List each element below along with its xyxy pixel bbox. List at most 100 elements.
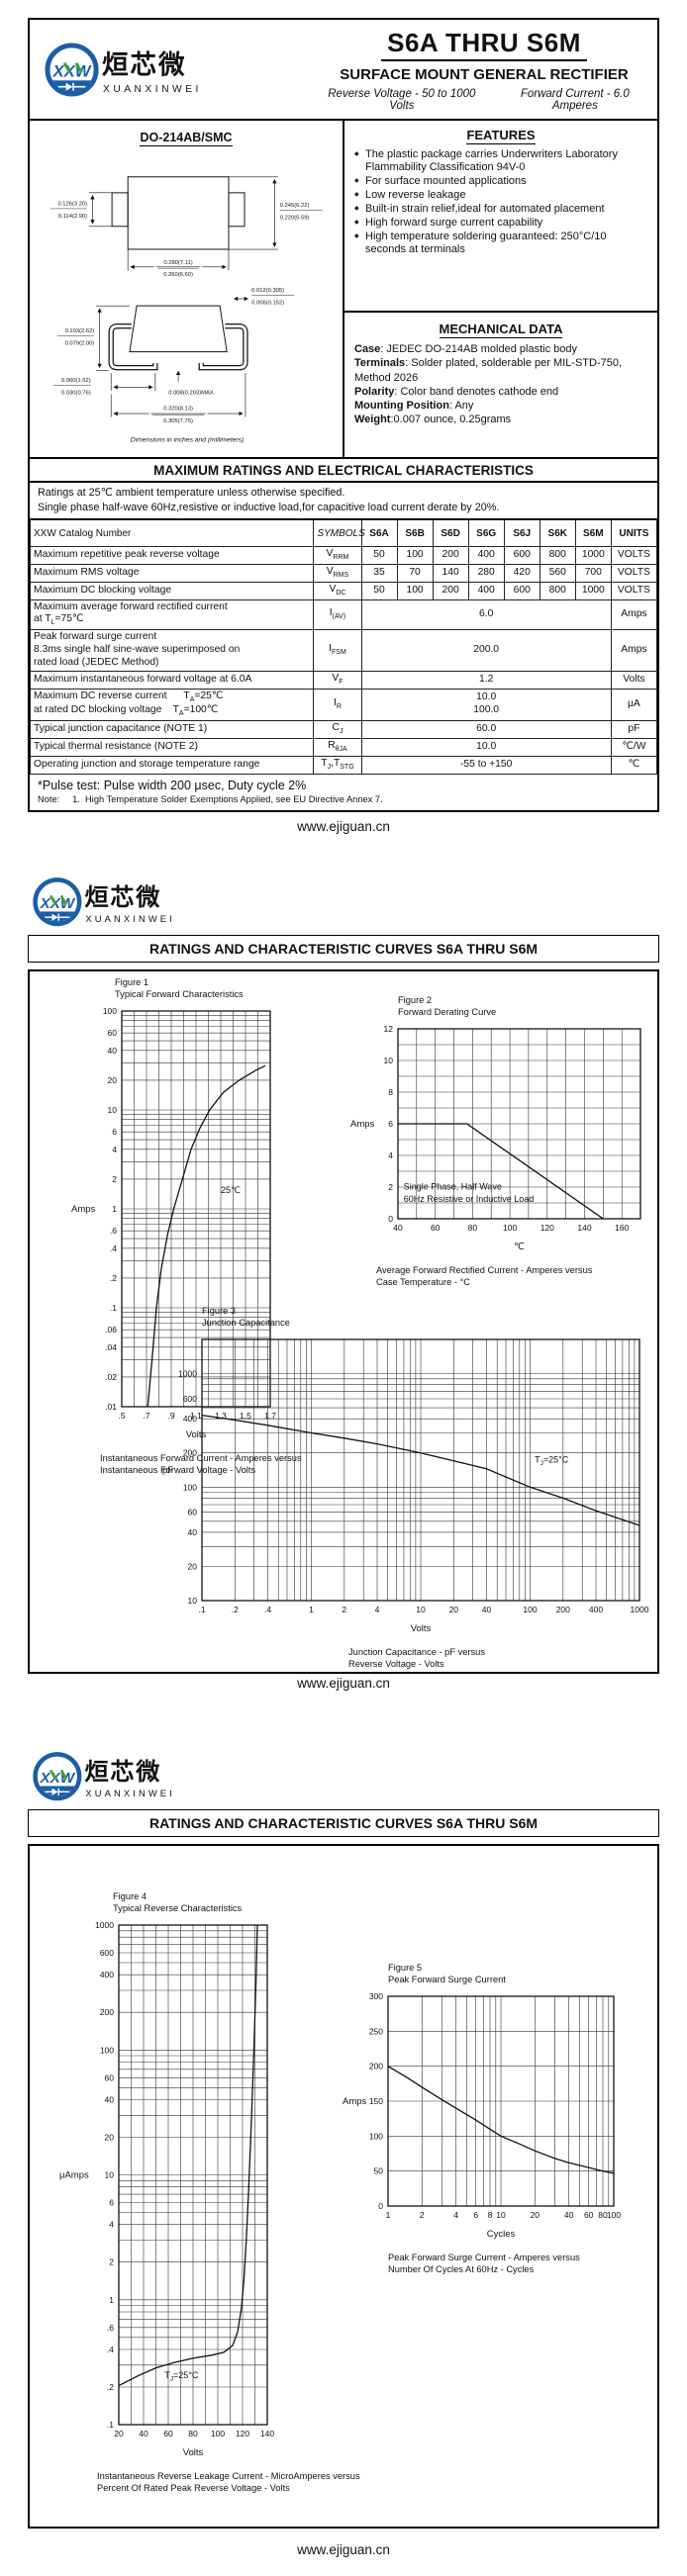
figure-caption: Instantaneous Forward Current - Amperes … xyxy=(100,1452,302,1463)
footer-url[interactable]: www.ejiguan.cn xyxy=(297,2542,390,2557)
svg-text:1: 1 xyxy=(386,2210,391,2220)
table-row: Operating junction and storage temperatu… xyxy=(29,755,658,775)
figure-caption: Peak Forward Surge Current - Amperes ver… xyxy=(388,2252,580,2262)
svg-text:100: 100 xyxy=(183,1482,197,1492)
mechanical-item: Terminals: Solder plated, solderable per… xyxy=(354,357,623,384)
svg-text:150: 150 xyxy=(369,2096,383,2106)
row-symbol: VRRM xyxy=(313,546,362,565)
mechanical-data-section: MECHANICAL DATA Case: JEDEC DO-214AB mol… xyxy=(344,313,657,457)
svg-text:1.7: 1.7 xyxy=(264,1411,276,1421)
row-value: 10.0 xyxy=(360,737,612,757)
logo-green-accent xyxy=(74,61,83,73)
svg-text:1000: 1000 xyxy=(631,1605,649,1614)
row-symbol: IFSM xyxy=(313,629,362,672)
features-heading: FEATURES xyxy=(466,128,536,144)
svg-text:.06: .06 xyxy=(105,1325,117,1334)
row-symbol: I(AV) xyxy=(313,598,362,631)
feature-item: High forward surge current capability xyxy=(354,217,647,230)
ratings-table: XXW Catalog Number SYMBOLS S6A S6B S6D S… xyxy=(29,519,658,775)
svg-text:.2: .2 xyxy=(110,1272,117,1282)
row-label: Maximum repetitive peak reverse voltage xyxy=(29,546,315,565)
svg-text:300: 300 xyxy=(369,1991,383,2001)
pulse-test-note: *Pulse test: Pulse width 200 μsec, Duty … xyxy=(38,778,307,792)
svg-text:40: 40 xyxy=(188,1526,198,1536)
datasheet-page-3: XXW 烜芯微 XUANXINWEI RATINGS AND CHARACTER… xyxy=(28,1749,659,2530)
row-value: 10.0 100.0 xyxy=(360,688,612,722)
curves-content: Figure 1 Typical Forward Characteristics… xyxy=(28,969,659,1675)
svg-text:40: 40 xyxy=(139,2429,148,2438)
svg-text:50: 50 xyxy=(374,2165,384,2175)
svg-text:10: 10 xyxy=(496,2210,506,2220)
svg-text:4: 4 xyxy=(375,1605,380,1614)
svg-text:60: 60 xyxy=(163,2429,173,2438)
brand-logo: XXW 烜芯微 XUANXINWEI xyxy=(45,42,198,97)
row-unit: μA xyxy=(610,688,658,722)
svg-text:0.008(0.203)MAX.: 0.008(0.203)MAX. xyxy=(168,390,215,396)
col-part: S6B xyxy=(396,519,434,548)
svg-text:120: 120 xyxy=(236,2429,249,2438)
svg-text:.9: .9 xyxy=(167,1411,174,1421)
figure-caption: Instantaneous Forward Voltage - Volts xyxy=(100,1464,256,1475)
col-part: S6K xyxy=(539,519,576,548)
row-label: Maximum average forward rectified curren… xyxy=(29,598,315,631)
svg-text:80: 80 xyxy=(468,1223,478,1233)
footer-url[interactable]: www.ejiguan.cn xyxy=(297,819,390,834)
svg-text:.02: .02 xyxy=(105,1371,117,1381)
row-value: 1000 xyxy=(574,546,612,565)
svg-text:40: 40 xyxy=(393,1223,403,1233)
row-symbol: VRMS xyxy=(313,563,362,583)
svg-text:40: 40 xyxy=(105,2094,115,2104)
row-label: Maximum DC blocking voltage xyxy=(29,581,315,600)
svg-text:1.5: 1.5 xyxy=(240,1411,251,1421)
svg-text:0: 0 xyxy=(388,1214,393,1224)
diode-icon xyxy=(51,1788,58,1795)
page-title: S6A THRU S6M xyxy=(381,28,587,61)
row-value: 1000 xyxy=(574,581,612,600)
row-value: 200 xyxy=(432,546,469,565)
mechanical-item: Weight:0.007 ounce, 0.25grams xyxy=(354,414,512,426)
figure-caption: Case Temperature - °C xyxy=(376,1276,471,1287)
footer-url[interactable]: www.ejiguan.cn xyxy=(297,1676,390,1691)
svg-text:.1: .1 xyxy=(110,1303,117,1313)
col-symbols: SYMBOLS xyxy=(313,519,365,548)
svg-text:80: 80 xyxy=(598,2210,608,2220)
row-label: Typical thermal resistance (NOTE 2) xyxy=(29,737,315,757)
row-value: 560 xyxy=(539,563,576,583)
svg-text:.04: .04 xyxy=(105,1341,117,1351)
svg-text:Volts: Volts xyxy=(183,2447,204,2458)
svg-text:4: 4 xyxy=(112,1144,117,1153)
row-value: 420 xyxy=(503,563,540,583)
svg-text:100: 100 xyxy=(607,2210,621,2220)
svg-text:100: 100 xyxy=(211,2429,225,2438)
svg-text:10: 10 xyxy=(384,1056,394,1065)
logo-green-accent xyxy=(59,894,67,905)
svg-text:60: 60 xyxy=(108,1028,118,1038)
svg-text:Single Phase, Half Wave: Single Phase, Half Wave xyxy=(404,1181,502,1191)
svg-text:400: 400 xyxy=(100,1970,114,1979)
svg-text:10: 10 xyxy=(416,1605,426,1614)
logo-green-accent xyxy=(49,894,57,905)
svg-text:40: 40 xyxy=(482,1605,492,1614)
logo-slot: XXW 烜芯微 XUANXINWEI xyxy=(32,1749,659,1803)
row-value: 280 xyxy=(467,563,505,583)
brand-name-en: XUANXINWEI xyxy=(85,914,175,924)
svg-text:2: 2 xyxy=(342,1605,346,1614)
svg-text:25℃: 25℃ xyxy=(221,1184,241,1194)
brand-logo: XXW 烜芯微 XUANXINWEI xyxy=(33,1752,172,1801)
datasheet-page-1: XXW 烜芯微 XUANXINWEI S6A THRU S6M SURFACE … xyxy=(28,18,659,812)
svg-text:Amps: Amps xyxy=(71,1204,96,1215)
svg-text:1000: 1000 xyxy=(178,1368,197,1378)
svg-text:pF: pF xyxy=(162,1465,173,1476)
svg-text:0.030(0.76): 0.030(0.76) xyxy=(61,390,91,396)
table-row: Maximum instantaneous forward voltage at… xyxy=(29,670,658,690)
svg-text:60Hz Resistive or Inductive Lo: 60Hz Resistive or Inductive Load xyxy=(404,1194,535,1204)
svg-text:Cycles: Cycles xyxy=(487,2229,516,2240)
svg-text:.01: .01 xyxy=(105,1402,117,1412)
table-row: Maximum average forward rectified curren… xyxy=(29,598,658,631)
svg-text:Volts: Volts xyxy=(411,1623,432,1634)
tagline-reverse-voltage: Reverse Voltage - 50 to 1000 Volts xyxy=(328,87,476,112)
mechanical-item: Case: JEDEC DO-214AB molded plastic body xyxy=(354,343,577,355)
figure-1: Figure 1 Typical Forward Characteristics… xyxy=(55,977,302,1475)
package-outline-drawing: 0.245(6.22) 0.220(5.59) 0.126(3.20) 0.11… xyxy=(49,176,323,444)
svg-text:10: 10 xyxy=(108,1105,118,1115)
